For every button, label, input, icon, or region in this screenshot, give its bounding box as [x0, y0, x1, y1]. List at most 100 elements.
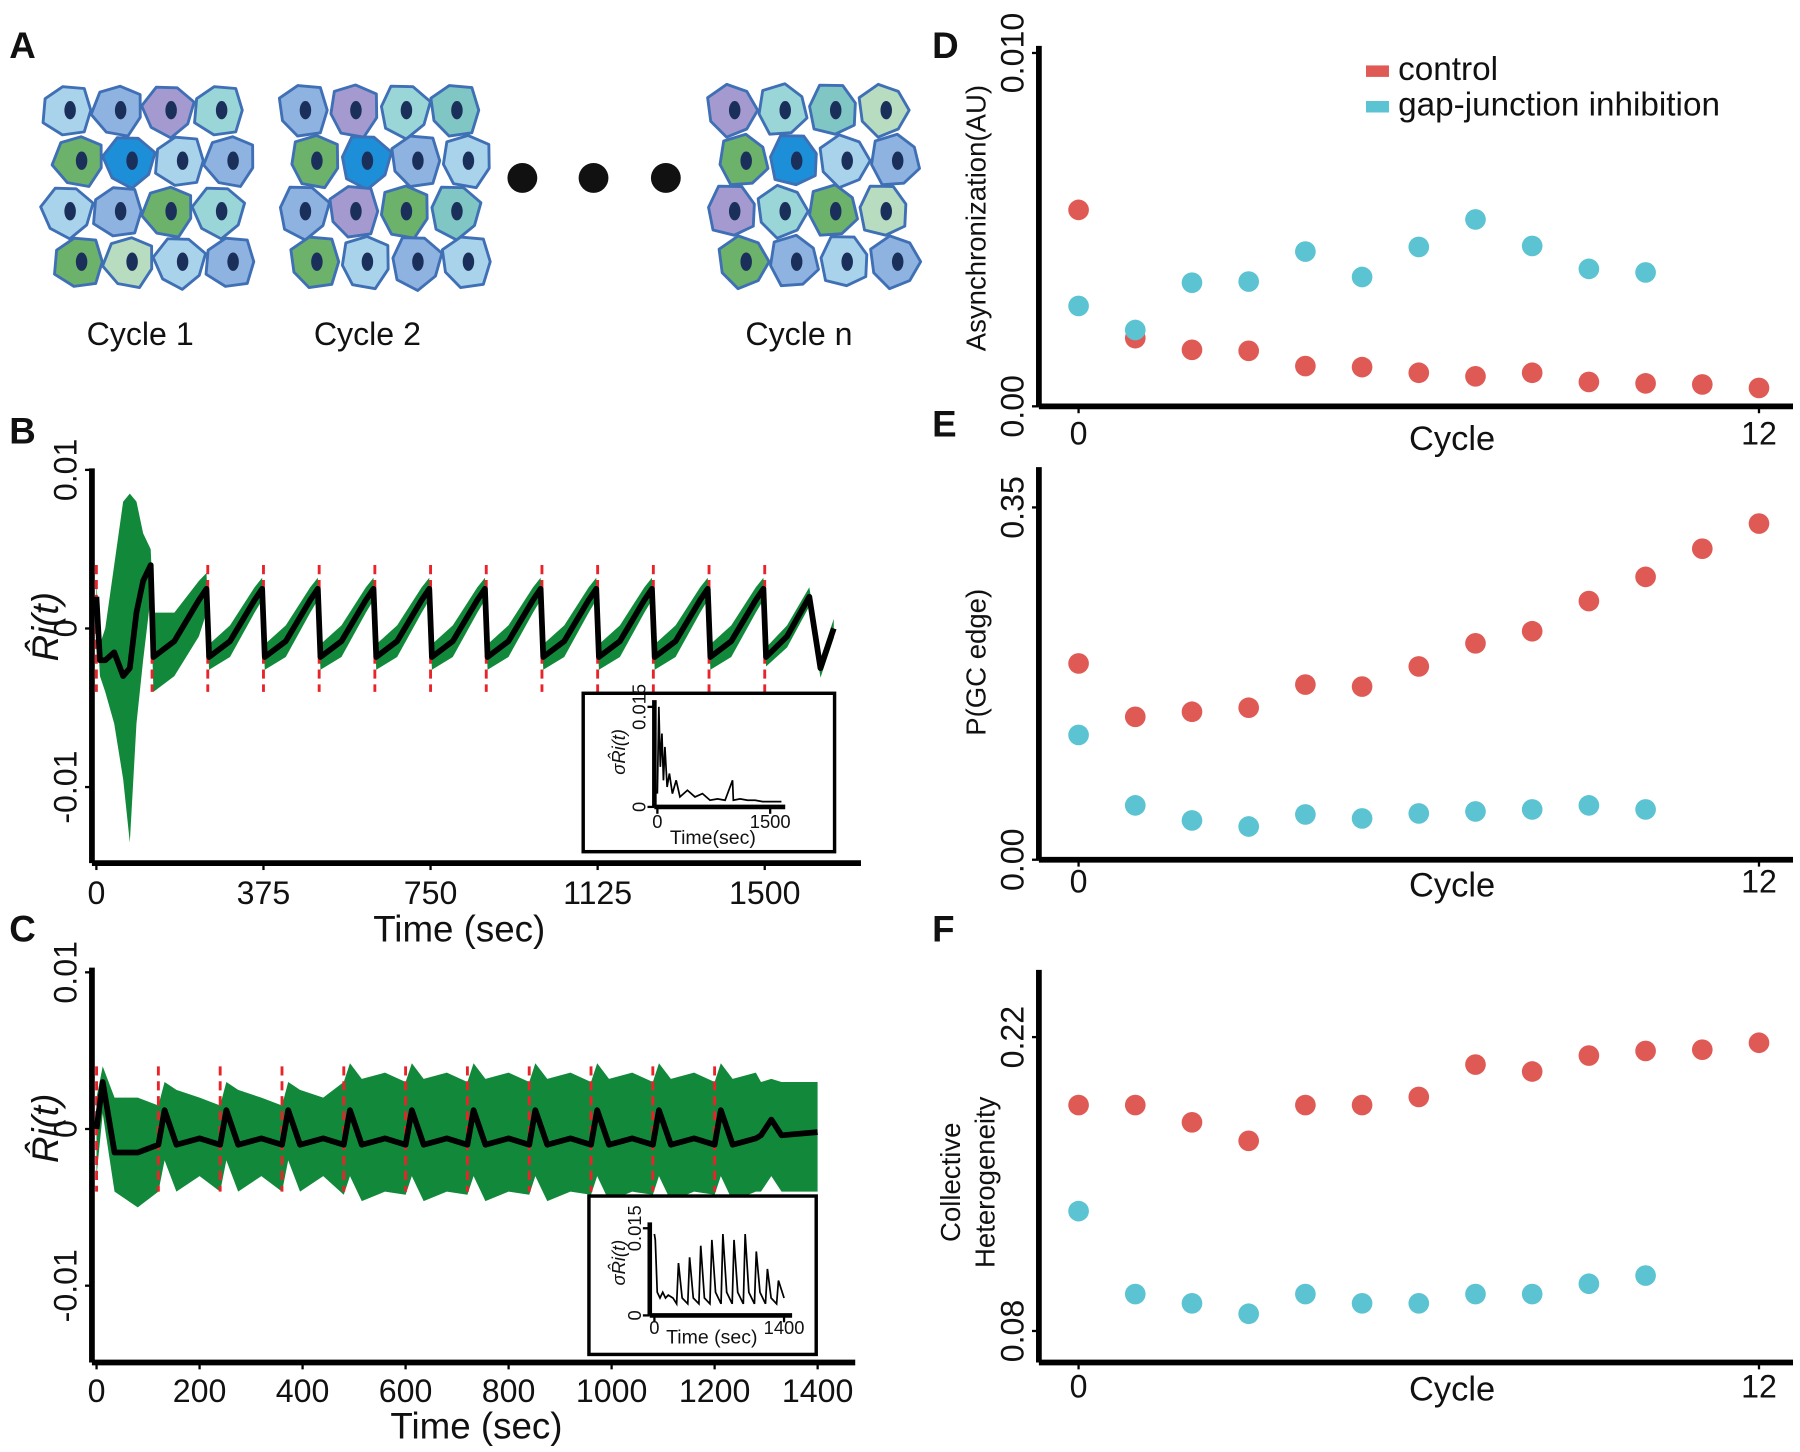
- cell-nucleus: [790, 252, 803, 271]
- cell-nucleus: [451, 202, 463, 221]
- cell-nucleus: [311, 252, 323, 271]
- inset-x-label: Time (sec): [666, 1327, 757, 1349]
- x-tick-label: 12: [1741, 416, 1777, 452]
- point: [1068, 1200, 1089, 1222]
- cell-nucleus: [880, 202, 892, 221]
- point: [1181, 1292, 1203, 1314]
- ellipsis-dot: [578, 162, 609, 193]
- cycle-label: Cycle 1: [87, 316, 194, 352]
- cell-nucleus: [114, 101, 127, 120]
- point: [1748, 377, 1770, 399]
- y-tick-label: 0.01: [47, 941, 83, 1004]
- point: [1181, 1111, 1203, 1133]
- cell-nucleus: [215, 101, 228, 120]
- cell-nucleus: [740, 252, 752, 271]
- x-tick-label: 375: [237, 875, 291, 911]
- x-tick-label: 12: [1741, 863, 1777, 899]
- cell-nucleus: [779, 202, 791, 221]
- cell-nucleus: [740, 151, 752, 170]
- cell-nucleus: [64, 101, 76, 120]
- cell-nucleus: [165, 101, 177, 120]
- cell-nucleus: [227, 252, 239, 271]
- point: [1068, 295, 1089, 317]
- y-tick-label: 0.010: [994, 13, 1030, 93]
- point: [1068, 1094, 1089, 1116]
- x-tick-label: 1400: [764, 1317, 805, 1338]
- cell-nucleus: [165, 202, 177, 221]
- point: [1351, 266, 1373, 288]
- x-tick-label: 600: [379, 1373, 433, 1409]
- point: [1238, 816, 1260, 837]
- x-tick-label: 1400: [782, 1373, 853, 1409]
- y-axis-label: Heterogeneity: [970, 1096, 1001, 1268]
- cell-nucleus: [176, 252, 189, 271]
- legend-label: control: [1398, 51, 1498, 88]
- panel-letter: D: [932, 25, 959, 66]
- point: [1124, 795, 1146, 816]
- point: [1408, 362, 1430, 384]
- x-tick-label: 1200: [679, 1373, 750, 1409]
- x-tick-label: 0: [88, 1373, 106, 1409]
- cell-nucleus: [75, 151, 88, 170]
- point: [1408, 236, 1430, 258]
- panel-letter: B: [9, 411, 36, 452]
- y-tick-label: -0.01: [47, 750, 83, 823]
- cell-nucleus: [299, 101, 312, 120]
- cell-nucleus: [412, 151, 424, 170]
- point: [1465, 632, 1486, 654]
- inset-y-label: σR̂i(t): [608, 729, 629, 775]
- panel-letter: F: [932, 909, 954, 950]
- point: [1578, 1045, 1600, 1066]
- y-tick-label: 0.35: [994, 476, 1030, 539]
- x-tick-label: 1125: [563, 875, 632, 911]
- point: [1068, 724, 1089, 746]
- point: [1635, 262, 1656, 283]
- cell-nucleus: [227, 151, 239, 170]
- point: [1124, 706, 1146, 728]
- x-tick-label: 1000: [576, 1373, 647, 1409]
- point: [1465, 365, 1486, 387]
- point: [1465, 1054, 1486, 1075]
- cell-nucleus: [779, 101, 791, 120]
- point: [1748, 513, 1770, 534]
- y-axis-label: Collective: [935, 1123, 966, 1242]
- point: [1351, 808, 1373, 829]
- y-tick-label: 0.00: [994, 375, 1030, 438]
- ellipsis-dot: [507, 162, 538, 193]
- cell-nucleus: [350, 101, 362, 120]
- point: [1351, 676, 1373, 697]
- x-tick-label: 750: [404, 875, 458, 911]
- cell-nucleus: [361, 252, 374, 271]
- point: [1578, 590, 1600, 612]
- point: [1465, 1283, 1486, 1305]
- x-tick-label: 0: [652, 811, 662, 832]
- legend-swatch: [1366, 65, 1389, 77]
- x-axis-label: Cycle: [1409, 1370, 1495, 1408]
- inset-line: [653, 1233, 785, 1307]
- point: [1068, 199, 1089, 221]
- ellipsis-dot: [650, 162, 681, 193]
- x-axis-label: Cycle: [1409, 420, 1495, 458]
- x-tick-label: 1500: [750, 811, 791, 832]
- point: [1465, 209, 1486, 230]
- cell-nucleus: [176, 151, 189, 170]
- point: [1521, 235, 1543, 257]
- point: [1351, 1094, 1373, 1116]
- point: [1691, 1039, 1713, 1061]
- y-tick-label: 0: [628, 802, 649, 812]
- cell-nucleus: [451, 101, 463, 120]
- point: [1521, 1283, 1543, 1305]
- point: [1124, 1283, 1146, 1305]
- point: [1635, 799, 1656, 820]
- mean-line: [93, 562, 837, 679]
- y-tick-label: 0.01: [47, 439, 83, 502]
- cell-nucleus: [462, 151, 475, 170]
- inset-line: [656, 706, 782, 803]
- y-tick-label: 0.00: [994, 828, 1030, 891]
- y-tick-label: 0.22: [994, 1006, 1030, 1069]
- point: [1124, 1094, 1146, 1116]
- y-tick-label: 0: [624, 1310, 645, 1320]
- y-tick-label: 0.08: [994, 1300, 1030, 1363]
- cell-nucleus: [728, 101, 741, 120]
